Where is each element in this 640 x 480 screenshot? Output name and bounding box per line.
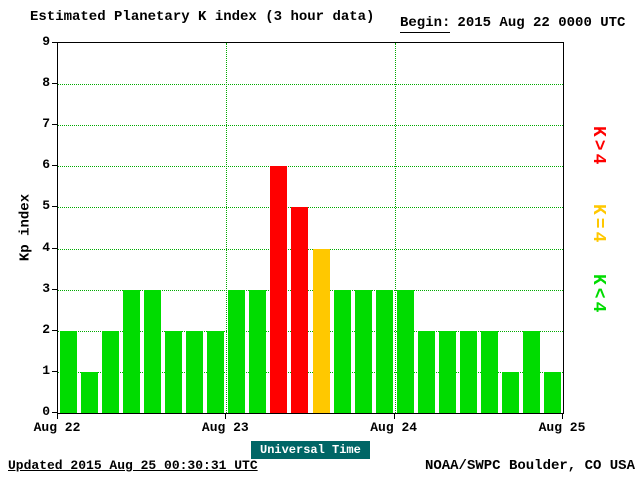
y-tick-label: 2	[42, 321, 50, 337]
y-tick-label: 9	[42, 34, 50, 49]
y-tick-mark	[52, 83, 57, 85]
gridline-horizontal	[58, 289, 563, 291]
kp-bar	[375, 289, 393, 413]
gridline-horizontal	[58, 166, 563, 168]
y-tick-label: 5	[42, 198, 50, 214]
gridline-horizontal	[58, 125, 563, 127]
y-axis-title: Kp index	[17, 193, 34, 262]
kp-bar	[249, 289, 267, 413]
kp-bar	[459, 330, 477, 413]
plot-area	[57, 42, 564, 414]
y-tick-mark	[52, 370, 57, 372]
x-tick-label: Aug 23	[201, 420, 249, 435]
y-tick-mark	[52, 247, 57, 249]
begin-label: Begin:	[400, 15, 451, 33]
kp-bar	[165, 330, 183, 413]
y-tick-label: 0	[42, 404, 50, 419]
x-tick-label: Aug 24	[370, 420, 418, 435]
kp-bar	[417, 330, 435, 413]
kp-bar	[186, 330, 204, 413]
legend-k-above-4: K>4	[588, 126, 608, 168]
y-tick-mark	[52, 165, 57, 167]
x-tick-mark	[393, 414, 395, 419]
gridline-horizontal	[58, 84, 563, 86]
kp-bar	[543, 371, 561, 413]
y-tick-label: 1	[42, 362, 50, 378]
kp-bar	[354, 289, 372, 413]
kp-bar	[207, 330, 225, 413]
kp-bar	[81, 371, 99, 413]
x-tick-mark	[562, 414, 563, 419]
x-tick-mark	[57, 414, 58, 419]
y-tick-label: 4	[42, 239, 50, 255]
kp-bar	[144, 289, 162, 413]
kp-bar	[60, 330, 78, 413]
x-tick-label: Aug 25	[538, 420, 586, 435]
kp-bar	[102, 330, 120, 413]
y-tick-mark	[52, 206, 57, 208]
y-tick-label: 8	[42, 75, 50, 91]
y-tick-label: 6	[42, 157, 50, 173]
kp-bar	[291, 207, 309, 413]
updated-timestamp: Updated 2015 Aug 25 00:30:31 UTC	[8, 458, 258, 473]
y-tick-mark	[52, 329, 57, 331]
gridline-day-boundary	[394, 43, 396, 413]
gridline-horizontal	[58, 248, 563, 250]
y-tick-mark	[52, 42, 57, 43]
y-tick-label: 7	[42, 116, 50, 132]
begin-timestamp: Begin: 2015 Aug 22 0000 UTC	[400, 15, 626, 33]
kp-bar	[270, 166, 288, 413]
kp-bar	[438, 330, 456, 413]
y-tick-mark	[52, 124, 57, 126]
kp-bar	[312, 248, 330, 413]
kp-bar	[480, 330, 498, 413]
kp-bar	[123, 289, 141, 413]
begin-value: 2015 Aug 22 0000 UTC	[457, 15, 626, 31]
gridline-horizontal	[58, 371, 563, 373]
kp-bar	[501, 371, 519, 413]
kp-bar	[522, 330, 540, 413]
gridline-horizontal	[58, 207, 563, 209]
source-attribution: NOAA/SWPC Boulder, CO USA	[424, 458, 635, 474]
kp-bar	[228, 289, 246, 413]
chart-title: Estimated Planetary K index (3 hour data…	[30, 9, 375, 25]
y-tick-mark	[52, 412, 57, 413]
y-tick-mark	[52, 288, 57, 290]
x-tick-label: Aug 22	[33, 420, 81, 435]
kp-bar	[396, 289, 414, 413]
x-tick-mark	[225, 414, 227, 419]
gridline-horizontal	[58, 330, 563, 332]
gridline-day-boundary	[226, 43, 228, 413]
legend-k-below-4: K<4	[588, 274, 608, 316]
kp-bar	[333, 289, 351, 413]
x-axis-title: Universal Time	[251, 441, 370, 459]
y-tick-label: 3	[42, 280, 50, 296]
legend-k-equal-4: K=4	[588, 204, 608, 246]
